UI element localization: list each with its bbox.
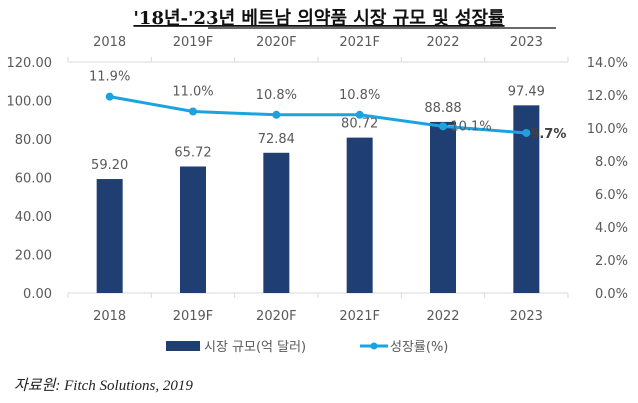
line-marker [355, 110, 364, 119]
line-data-labels: 11.9% 11.0% 10.8% 10.8% 10.1% 9.7% [89, 70, 566, 142]
bar-data-label: 65.72 [174, 145, 211, 160]
top-category-label: 2019F [173, 35, 214, 50]
bar [263, 152, 290, 293]
growth-line [109, 95, 527, 135]
bar [180, 166, 206, 293]
x-category-label: 2023 [510, 309, 543, 324]
x-category-label: 2021F [339, 309, 380, 324]
left-tick-label: 80.00 [15, 133, 52, 148]
top-category-label: 2020F [256, 35, 297, 50]
right-tick-label: 14.0% [587, 56, 628, 71]
legend-line-marker [370, 342, 378, 350]
bar-series [96, 105, 540, 293]
line-series [105, 92, 531, 137]
left-tick-label: 120.00 [7, 56, 53, 71]
line-marker [439, 122, 447, 131]
bar-data-label: 72.84 [258, 132, 295, 147]
x-category-label: 2019F [173, 309, 214, 324]
bar-data-label: 97.49 [508, 84, 545, 99]
top-category-label: 2018 [93, 35, 126, 50]
legend: 시장 규모(억 달러) 성장률(%) [166, 340, 448, 355]
right-tick-label: 12.0% [587, 89, 628, 104]
legend-bar-swatch [166, 341, 200, 351]
line-data-label: 10.8% [256, 88, 297, 103]
right-tick-label: 2.0% [595, 254, 628, 269]
top-category-labels: 2018 2019F 2020F 2021F 2022 2023 [93, 35, 543, 50]
right-axis-ticks: 0.0% 2.0% 4.0% 6.0% 8.0% 10.0% 12.0% 14.0% [587, 56, 628, 302]
axes [67, 57, 569, 298]
top-category-label: 2021F [339, 35, 380, 50]
x-category-label: 2018 [93, 309, 126, 324]
right-tick-label: 6.0% [595, 188, 628, 203]
x-category-label: 2020F [256, 309, 297, 324]
line-data-label: 11.0% [172, 85, 213, 100]
source-note: 자료원: Fitch Solutions, 2019 [14, 377, 193, 394]
right-tick-label: 0.0% [595, 287, 628, 302]
line-marker [189, 107, 197, 116]
left-tick-label: 60.00 [15, 172, 52, 187]
legend-bar-label: 시장 규모(억 달러) [204, 340, 306, 355]
left-axis-ticks: 0.00 20.00 40.00 60.00 80.00 100.00 120.00 [7, 56, 53, 302]
bar-data-labels: 59.20 65.72 72.84 80.72 88.88 97.49 [91, 84, 545, 173]
line-marker [522, 128, 531, 137]
line-marker [105, 92, 114, 101]
chart-title: '18년-'23년 베트남 의약품 시장 규모 및 성장률 [133, 7, 504, 29]
right-tick-label: 10.0% [587, 122, 628, 137]
line-data-label: 10.8% [339, 88, 380, 103]
top-category-label: 2022 [426, 35, 459, 50]
bar [96, 179, 123, 293]
legend-line-label: 성장률(%) [390, 340, 448, 355]
bar [346, 137, 373, 293]
bar [430, 121, 456, 293]
right-tick-label: 4.0% [595, 221, 628, 236]
line-data-label: 10.1% [450, 119, 491, 134]
bar-data-label: 59.20 [91, 158, 128, 173]
bar-data-label: 88.88 [424, 101, 461, 116]
right-tick-label: 8.0% [595, 155, 628, 170]
line-data-label: 11.9% [89, 70, 130, 85]
bar-data-label: 80.72 [341, 117, 378, 132]
left-tick-label: 100.00 [7, 95, 53, 110]
line-marker [272, 110, 281, 119]
top-category-label: 2023 [510, 35, 543, 50]
bottom-category-labels: 2018 2019F 2020F 2021F 2022 2023 [93, 309, 543, 324]
left-tick-label: 40.00 [15, 210, 52, 225]
left-tick-label: 20.00 [15, 249, 52, 264]
line-data-label: 9.7% [530, 127, 566, 142]
x-category-label: 2022 [426, 309, 459, 324]
left-tick-label: 0.00 [23, 287, 52, 302]
